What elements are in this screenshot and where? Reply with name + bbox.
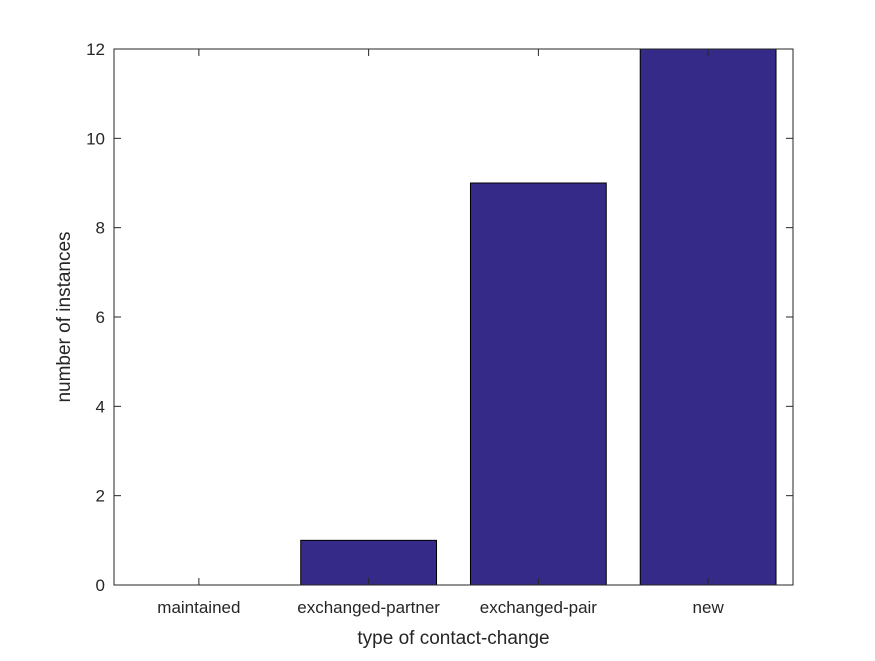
y-tick-label: 6 [96,308,105,327]
x-tick-label: new [693,598,725,617]
y-tick-label: 8 [96,219,105,238]
x-tick-label: exchanged-pair [480,598,598,617]
bar-exchanged-partner [300,539,438,586]
y-axis-label: number of instances [54,231,75,402]
y-tick-label: 10 [86,129,105,148]
x-tick-label: exchanged-partner [297,598,440,617]
x-tick-label: maintained [157,598,240,617]
y-tick-label: 4 [96,397,105,416]
bar-new [639,48,777,586]
y-tick-label: 2 [96,487,105,506]
y-tick-label: 0 [96,576,105,595]
x-axis-label: type of contact-change [357,628,549,649]
y-tick-label: 12 [86,40,105,59]
bar-exchanged-pair [469,182,607,586]
